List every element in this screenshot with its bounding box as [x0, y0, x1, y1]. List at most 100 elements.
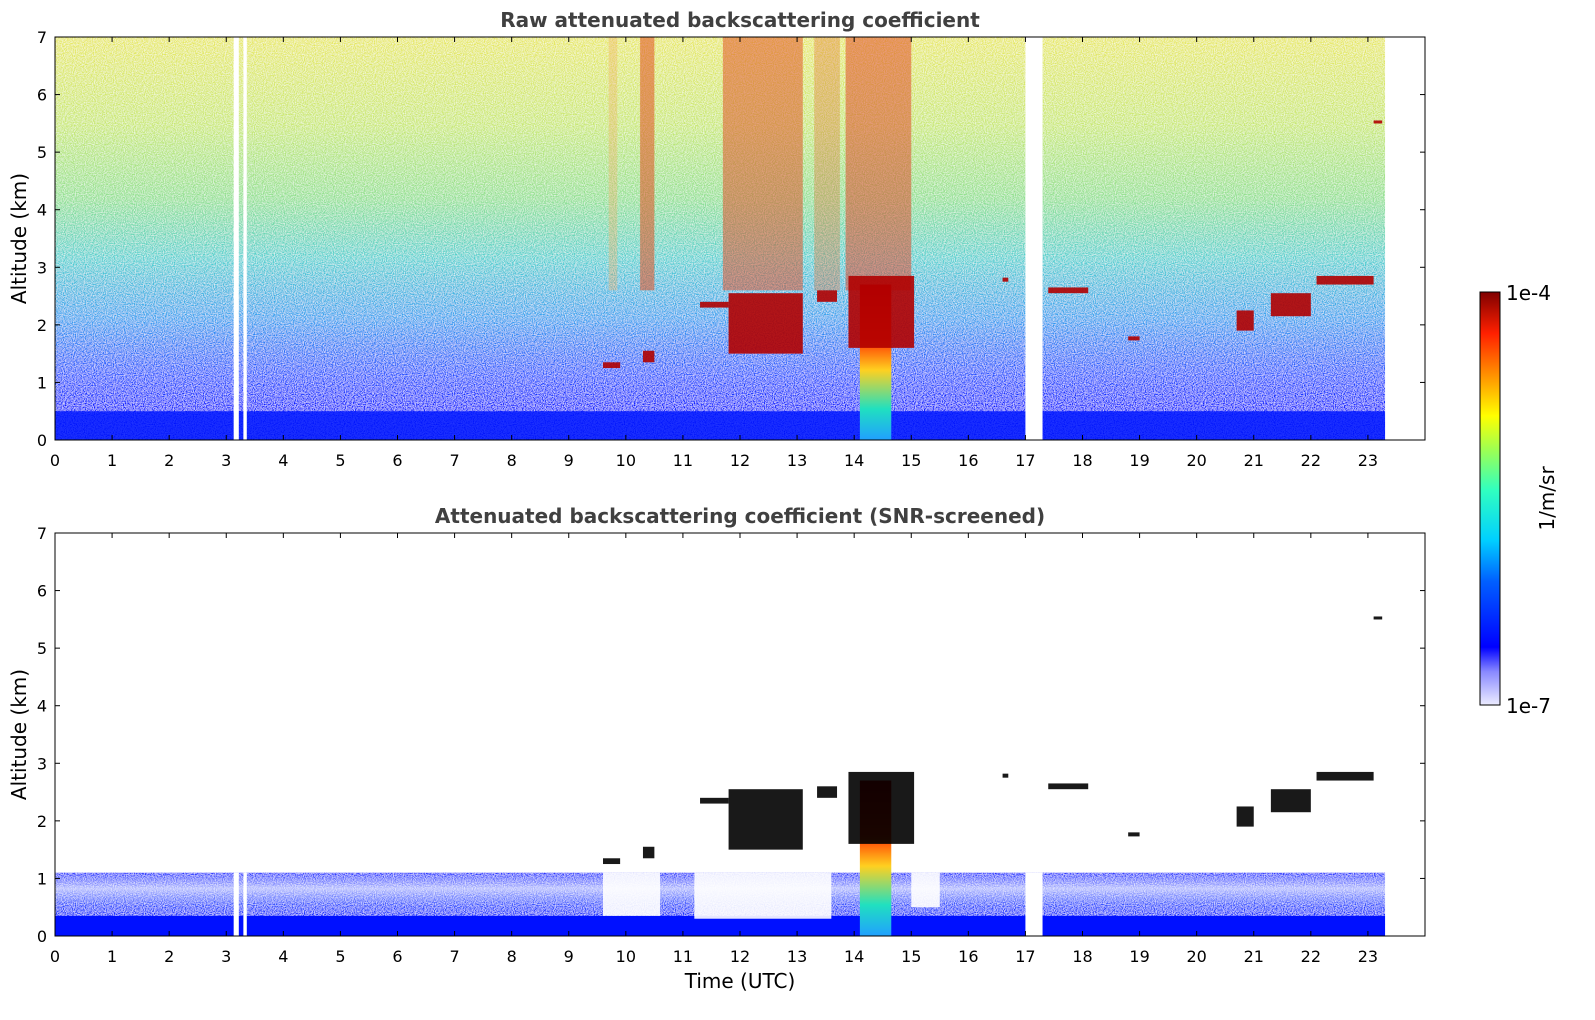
cloud-feature: [728, 293, 803, 354]
enhanced-column: [814, 37, 840, 291]
x-tick-label: 7: [449, 451, 459, 470]
colorbar-min-label: 1e-7: [1506, 694, 1551, 718]
x-tick-label: 3: [221, 947, 231, 966]
cloud-feature: [603, 362, 621, 369]
x-tick-label: 17: [1015, 947, 1035, 966]
panel-title: Raw attenuated backscattering coefficien…: [500, 8, 980, 32]
boundary-layer-core: [55, 915, 1386, 936]
y-tick-label: 6: [37, 86, 47, 105]
cloud-feature: [848, 275, 915, 348]
cloud-feature: [1373, 120, 1383, 124]
y-tick-label: 1: [37, 869, 47, 888]
x-tick-label: 5: [335, 947, 345, 966]
x-tick-label: 21: [1244, 451, 1264, 470]
x-tick-label: 16: [958, 451, 978, 470]
y-tick-label: 4: [37, 201, 47, 220]
x-tick-label: 12: [730, 947, 750, 966]
x-tick-label: 21: [1244, 947, 1264, 966]
x-tick-label: 23: [1358, 451, 1378, 470]
x-tick-label: 3: [221, 451, 231, 470]
x-tick-label: 17: [1015, 451, 1035, 470]
cloud-feature: [1048, 783, 1089, 790]
cloud-feature: [1316, 771, 1374, 781]
cloud-feature: [1270, 293, 1311, 317]
x-tick-label: 18: [1072, 451, 1092, 470]
cloud-feature: [1270, 789, 1311, 813]
x-tick-label: 14: [844, 947, 864, 966]
cloud-feature: [728, 789, 803, 850]
clear-air-gap: [603, 872, 661, 916]
x-tick-label: 6: [392, 451, 402, 470]
y-tick-label: 5: [37, 639, 47, 658]
x-tick-label: 1: [107, 947, 117, 966]
cloud-feature: [848, 771, 915, 844]
backscatter-field: [55, 37, 1386, 440]
cloud-feature: [603, 858, 621, 865]
colorbar-gradient: [1479, 291, 1501, 706]
enhanced-column: [640, 37, 655, 291]
x-tick-label: 10: [616, 947, 636, 966]
x-tick-label: 9: [564, 947, 574, 966]
panel-title: Attenuated backscattering coefficient (S…: [435, 504, 1045, 528]
cloud-feature: [1048, 287, 1089, 294]
x-tick-label: 15: [901, 451, 921, 470]
x-tick-label: 19: [1129, 451, 1149, 470]
colorbar-unit-label: 1/m/sr: [1535, 466, 1559, 531]
x-tick-label: 8: [507, 947, 517, 966]
x-tick-label: 20: [1186, 451, 1206, 470]
y-tick-label: 3: [37, 258, 47, 277]
data-gap: [1025, 872, 1043, 936]
surface-layer: [55, 411, 1386, 440]
cloud-feature: [642, 846, 655, 859]
enhanced-column: [722, 37, 803, 291]
x-tick-label: 10: [616, 451, 636, 470]
x-tick-label: 6: [392, 947, 402, 966]
enhanced-column: [845, 37, 912, 291]
y-tick-label: 2: [37, 812, 47, 831]
clear-air-gap: [694, 872, 832, 919]
x-tick-label: 18: [1072, 947, 1092, 966]
x-tick-label: 14: [844, 451, 864, 470]
cloud-feature: [1373, 616, 1383, 620]
enhanced-column: [608, 37, 618, 291]
y-axis-label: Altitude (km): [7, 669, 31, 800]
x-axis-label: Time (UTC): [684, 969, 796, 993]
x-tick-label: 15: [901, 947, 921, 966]
y-axis-label: Altitude (km): [7, 173, 31, 304]
x-tick-label: 4: [278, 451, 288, 470]
clear-air-gap: [911, 872, 940, 908]
x-tick-label: 7: [449, 947, 459, 966]
y-tick-label: 3: [37, 754, 47, 773]
panel-1: Raw attenuated backscattering coefficien…: [7, 8, 1426, 470]
cloud-feature: [700, 301, 729, 308]
x-tick-label: 13: [787, 947, 807, 966]
colorbar: 1e-4 1e-7 1/m/sr: [1479, 281, 1559, 718]
y-tick-label: 7: [37, 524, 47, 543]
cloud-feature: [1316, 275, 1374, 285]
y-tick-label: 2: [37, 316, 47, 335]
panel-2: Attenuated backscattering coefficient (S…: [7, 504, 1426, 993]
cloud-feature: [642, 350, 655, 363]
x-tick-label: 22: [1301, 947, 1321, 966]
x-tick-label: 16: [958, 947, 978, 966]
y-tick-label: 0: [37, 431, 47, 450]
cloud-feature: [1002, 773, 1009, 778]
cloud-feature: [1236, 806, 1254, 827]
x-tick-label: 5: [335, 451, 345, 470]
data-gap: [243, 37, 247, 440]
y-tick-label: 7: [37, 28, 47, 47]
cloud-feature: [700, 797, 729, 804]
x-tick-label: 2: [164, 947, 174, 966]
x-tick-label: 11: [673, 947, 693, 966]
x-tick-label: 12: [730, 451, 750, 470]
cloud-feature: [1128, 336, 1140, 341]
x-tick-label: 9: [564, 451, 574, 470]
y-tick-label: 6: [37, 582, 47, 601]
cloud-feature: [1002, 277, 1009, 282]
cloud-feature: [1128, 832, 1140, 837]
y-tick-label: 4: [37, 697, 47, 716]
data-gap: [233, 872, 239, 936]
x-tick-label: 22: [1301, 451, 1321, 470]
